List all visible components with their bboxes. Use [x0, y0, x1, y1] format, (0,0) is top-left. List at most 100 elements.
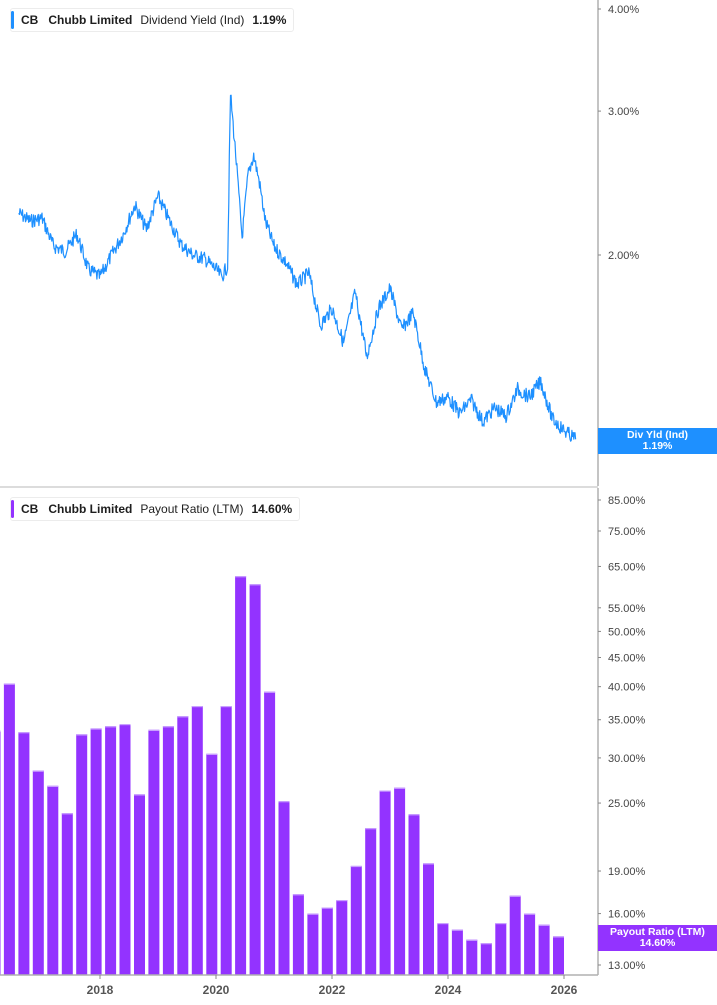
dividend-yield-line-chart[interactable]: 4.00% 3.00% 2.00%: [0, 0, 717, 486]
x-tick-label: 2018: [87, 983, 114, 997]
payout-bar[interactable]: [90, 728, 102, 975]
payout-bar[interactable]: [119, 724, 131, 975]
payout-bar[interactable]: [148, 729, 160, 975]
legend-current-value: 14.60%: [251, 502, 293, 516]
bar-top-highlight: [278, 801, 290, 803]
bar-top-highlight: [495, 923, 507, 925]
flag-value: 1.19%: [642, 440, 673, 452]
payout-ratio-bar-chart[interactable]: 85.00% 75.00% 65.00% 55.00% 50.00% 45.00% 40.0…: [0, 488, 717, 1005]
legend-color-swatch: [11, 11, 14, 29]
y-tick-label: 3.00%: [608, 106, 639, 118]
payout-bar[interactable]: [278, 801, 290, 975]
payout-bar[interactable]: [162, 726, 174, 975]
dividend-yield-value-flag: Div Yld (Ind) 1.19%: [598, 428, 717, 454]
payout-bar[interactable]: [47, 785, 59, 975]
bar-top-highlight: [0, 730, 1, 732]
payout-bar[interactable]: [321, 907, 333, 976]
x-tick-label: 2026: [551, 983, 578, 997]
y-tick-label: 45.00%: [608, 652, 646, 664]
payout-bar[interactable]: [509, 895, 521, 975]
payout-bar[interactable]: [191, 706, 203, 975]
bar-top-highlight: [423, 863, 434, 865]
dividend-yield-line[interactable]: [18, 94, 577, 442]
bar-top-highlight: [220, 706, 232, 708]
bar-top-highlight: [162, 726, 174, 728]
payout-bar[interactable]: [553, 936, 564, 975]
payout-bar[interactable]: [105, 726, 117, 975]
y-tick-label: 4.00%: [608, 4, 639, 16]
payout-ratio-chart-panel: 85.00% 75.00% 65.00% 55.00% 50.00% 45.00% 40.0…: [0, 488, 717, 1005]
bar-top-highlight: [553, 936, 564, 938]
payout-bar[interactable]: [220, 706, 232, 975]
bar-top-highlight: [509, 895, 521, 897]
legend-company-name: Chubb Limited: [48, 502, 133, 516]
bar-top-highlight: [47, 785, 59, 787]
payout-bar[interactable]: [292, 894, 304, 975]
bar-top-highlight: [365, 828, 377, 830]
payout-bar[interactable]: [264, 691, 276, 975]
bar-top-highlight: [437, 923, 449, 925]
bar-top-highlight: [3, 683, 15, 685]
payout-bar[interactable]: [336, 900, 348, 975]
bar-top-highlight: [119, 724, 131, 726]
dividend-yield-legend[interactable]: CB Chubb Limited Dividend Yield (Ind) 1.…: [10, 8, 295, 32]
legend-current-value: 1.19%: [252, 13, 287, 27]
payout-bar[interactable]: [18, 732, 30, 975]
payout-bar[interactable]: [249, 584, 261, 975]
bar-top-highlight: [538, 924, 550, 926]
flag-label: Payout Ratio (LTM): [610, 926, 705, 938]
y-tick-label: 40.00%: [608, 682, 646, 694]
payout-ratio-legend[interactable]: CB Chubb Limited Payout Ratio (LTM) 14.6…: [10, 497, 301, 521]
payout-bar[interactable]: [451, 929, 463, 975]
payout-bar[interactable]: [134, 794, 145, 975]
bar-top-highlight: [148, 729, 160, 731]
bar-top-highlight: [379, 790, 391, 792]
payout-bar[interactable]: [379, 790, 391, 976]
x-tick-label: 2022: [319, 983, 346, 997]
y-tick-label: 85.00%: [608, 495, 646, 507]
payout-bar[interactable]: [206, 753, 218, 975]
payout-bar[interactable]: [32, 770, 44, 975]
bar-top-highlight: [451, 929, 463, 931]
x-tick-label: 2024: [435, 983, 462, 997]
payout-bar[interactable]: [495, 923, 507, 975]
bar-top-highlight: [292, 894, 304, 896]
payout-bar[interactable]: [408, 814, 420, 975]
payout-bar[interactable]: [480, 943, 492, 975]
payout-bar[interactable]: [538, 924, 550, 975]
payout-bar[interactable]: [466, 939, 478, 975]
payout-bar[interactable]: [437, 923, 449, 975]
y-tick-label: 2.00%: [608, 250, 639, 262]
payout-bar[interactable]: [394, 787, 406, 975]
legend-ticker: CB: [21, 13, 39, 27]
payout-bar[interactable]: [61, 813, 73, 975]
payout-bar[interactable]: [3, 683, 15, 975]
payout-bar[interactable]: [365, 828, 377, 975]
payout-bar[interactable]: [177, 716, 189, 975]
bar-top-highlight: [61, 813, 73, 815]
bar-top-highlight: [336, 900, 348, 902]
bar-top-highlight: [321, 907, 333, 909]
bar-top-highlight: [32, 770, 44, 772]
bar-top-highlight: [105, 726, 117, 728]
flag-value: 14.60%: [639, 937, 676, 949]
payout-bar[interactable]: [423, 863, 434, 975]
bar-top-highlight: [18, 732, 30, 734]
legend-metric-name: Dividend Yield (Ind): [140, 13, 245, 27]
bar-top-highlight: [408, 814, 420, 816]
payout-bar[interactable]: [76, 734, 88, 975]
bar-top-highlight: [524, 913, 536, 915]
payout-bar[interactable]: [235, 576, 247, 975]
bar-top-highlight: [90, 728, 102, 730]
panel-divider[interactable]: [0, 486, 598, 488]
payout-bar[interactable]: [0, 730, 1, 975]
payout-bar[interactable]: [307, 913, 319, 975]
bar-top-highlight: [466, 939, 478, 941]
bar-top-highlight: [191, 706, 203, 708]
y-tick-label: 35.00%: [608, 715, 646, 727]
x-tick-label: 2020: [203, 983, 230, 997]
payout-bar[interactable]: [524, 913, 536, 975]
bar-top-highlight: [264, 691, 276, 693]
y-tick-label: 16.00%: [608, 909, 646, 921]
payout-bar[interactable]: [350, 865, 362, 975]
